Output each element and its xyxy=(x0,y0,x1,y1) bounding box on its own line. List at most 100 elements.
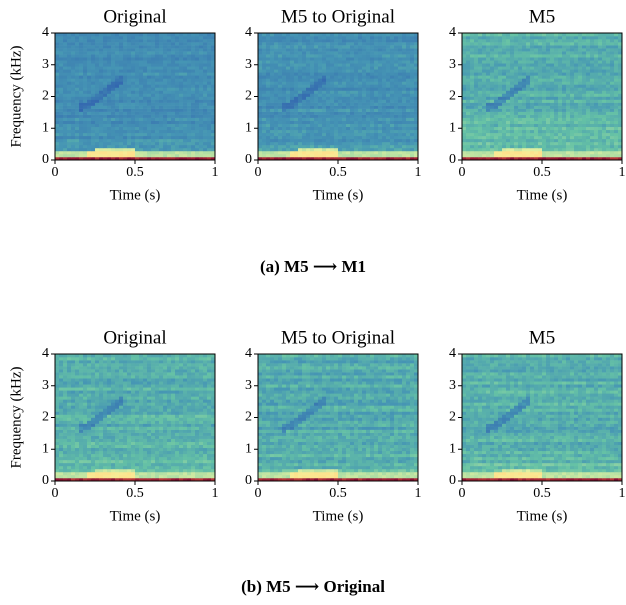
spectrogram-cell xyxy=(566,139,570,142)
spectrogram-cell xyxy=(290,97,294,100)
spectrogram-cell xyxy=(266,118,270,121)
spectrogram-cell xyxy=(394,124,398,127)
spectrogram-cell xyxy=(191,139,195,142)
spectrogram-cell xyxy=(330,142,334,145)
spectrogram-cell xyxy=(506,124,510,127)
spectrogram-cell xyxy=(258,100,262,103)
spectrogram-cell xyxy=(314,66,318,69)
spectrogram-cell xyxy=(398,109,402,112)
spectrogram-cell xyxy=(550,97,554,100)
spectrogram-cell xyxy=(167,97,171,100)
spectrogram-cell xyxy=(326,145,330,148)
spectrogram-cell xyxy=(195,72,199,75)
spectrogram-cell xyxy=(318,36,322,39)
spectrogram-cell xyxy=(294,75,298,78)
spectrogram-cell xyxy=(294,100,298,103)
spectrogram-cell xyxy=(71,100,75,103)
spectrogram-cell xyxy=(286,121,290,124)
spectrogram-cell xyxy=(578,124,582,127)
spectrogram-cell xyxy=(574,51,578,54)
spectrogram-cell xyxy=(598,100,602,103)
spectrogram-cell xyxy=(274,154,278,157)
spectrogram-cell xyxy=(191,72,195,75)
spectrogram-cell xyxy=(187,121,191,124)
spectrogram-cell xyxy=(179,130,183,133)
spectrogram-cell xyxy=(390,36,394,39)
spectrogram-cell xyxy=(466,154,470,157)
spectrogram-cell xyxy=(191,42,195,45)
spectrogram-cell xyxy=(366,60,370,63)
spectrogram-cell xyxy=(119,51,123,54)
spectrogram-cell xyxy=(546,48,550,51)
spectrogram-cell xyxy=(506,75,510,78)
spectrogram-cell xyxy=(350,39,354,42)
spectrogram-cell xyxy=(558,142,562,145)
spectrogram-cell xyxy=(298,106,302,109)
spectrogram-cell xyxy=(83,39,87,42)
spectrogram-cell xyxy=(159,54,163,57)
spectrogram-cell xyxy=(410,63,414,66)
spectrogram-cell xyxy=(95,93,99,96)
spectrogram-cell xyxy=(179,81,183,84)
spectrogram-cell xyxy=(554,72,558,75)
spectrogram-cell xyxy=(382,87,386,90)
spectrogram-cell xyxy=(394,148,398,151)
spectrogram-cell xyxy=(83,75,87,78)
spectrogram-cell xyxy=(306,84,310,87)
spectrogram-cell xyxy=(410,133,414,136)
spectrogram-cell xyxy=(318,103,322,106)
spectrogram-cell xyxy=(514,142,518,145)
spectrogram-cell xyxy=(398,97,402,100)
spectrogram-cell xyxy=(147,84,151,87)
spectrogram-cell xyxy=(514,118,518,121)
spectrogram-cell xyxy=(171,100,175,103)
spectrogram-cell xyxy=(278,109,282,112)
spectrogram-cell xyxy=(119,130,123,133)
spectrogram-cell xyxy=(554,154,558,157)
spectrogram-cell xyxy=(187,136,191,139)
spectrogram-cell xyxy=(326,87,330,90)
spectrogram-cell xyxy=(298,84,302,87)
spectrogram-cell xyxy=(71,51,75,54)
spectrogram-cell xyxy=(274,124,278,127)
spectrogram-cell xyxy=(107,42,111,45)
spectrogram-cell xyxy=(195,36,199,39)
spectrogram-cell xyxy=(183,36,187,39)
spectrogram-cell xyxy=(159,154,163,157)
spectrogram-cell xyxy=(502,57,506,60)
spectrogram-cell xyxy=(87,48,91,51)
spectrogram-cell xyxy=(199,75,203,78)
spectrogram-cell xyxy=(614,93,618,96)
spectrogram-cell xyxy=(163,142,167,145)
spectrogram-cell xyxy=(354,100,358,103)
spectrogram-cell xyxy=(91,118,95,121)
spectrogram-cell xyxy=(394,139,398,142)
spectrogram-cell xyxy=(123,115,127,118)
spectrogram-cell xyxy=(187,151,191,154)
spectrogram-cell xyxy=(478,42,482,45)
spectrogram-cell xyxy=(614,42,618,45)
spectrogram-cell xyxy=(346,154,350,157)
spectrogram-cell xyxy=(163,84,167,87)
spectrogram-cell xyxy=(466,145,470,148)
spectrogram-cell xyxy=(187,93,191,96)
spectrogram-cell xyxy=(195,109,199,112)
spectrogram-cell xyxy=(354,66,358,69)
spectrogram-cell xyxy=(542,106,546,109)
spectrogram-cell xyxy=(258,90,262,93)
spectrogram-cell xyxy=(526,133,530,136)
spectrogram-cell xyxy=(195,124,199,127)
spectrogram-cell xyxy=(83,142,87,145)
spectrogram-cell xyxy=(342,54,346,57)
spectrogram-cell xyxy=(590,139,594,142)
spectrogram-cell xyxy=(103,133,107,136)
spectrogram-cell xyxy=(274,39,278,42)
spectrogram-cell xyxy=(143,72,147,75)
spectrogram-cell xyxy=(538,90,542,93)
spectrogram-cell xyxy=(374,75,378,78)
spectrogram-cell xyxy=(546,42,550,45)
spectrogram-cell xyxy=(135,75,139,78)
spectrogram-cell xyxy=(306,139,310,142)
spectrogram-cell xyxy=(362,127,366,130)
spectrogram-cell xyxy=(502,133,506,136)
